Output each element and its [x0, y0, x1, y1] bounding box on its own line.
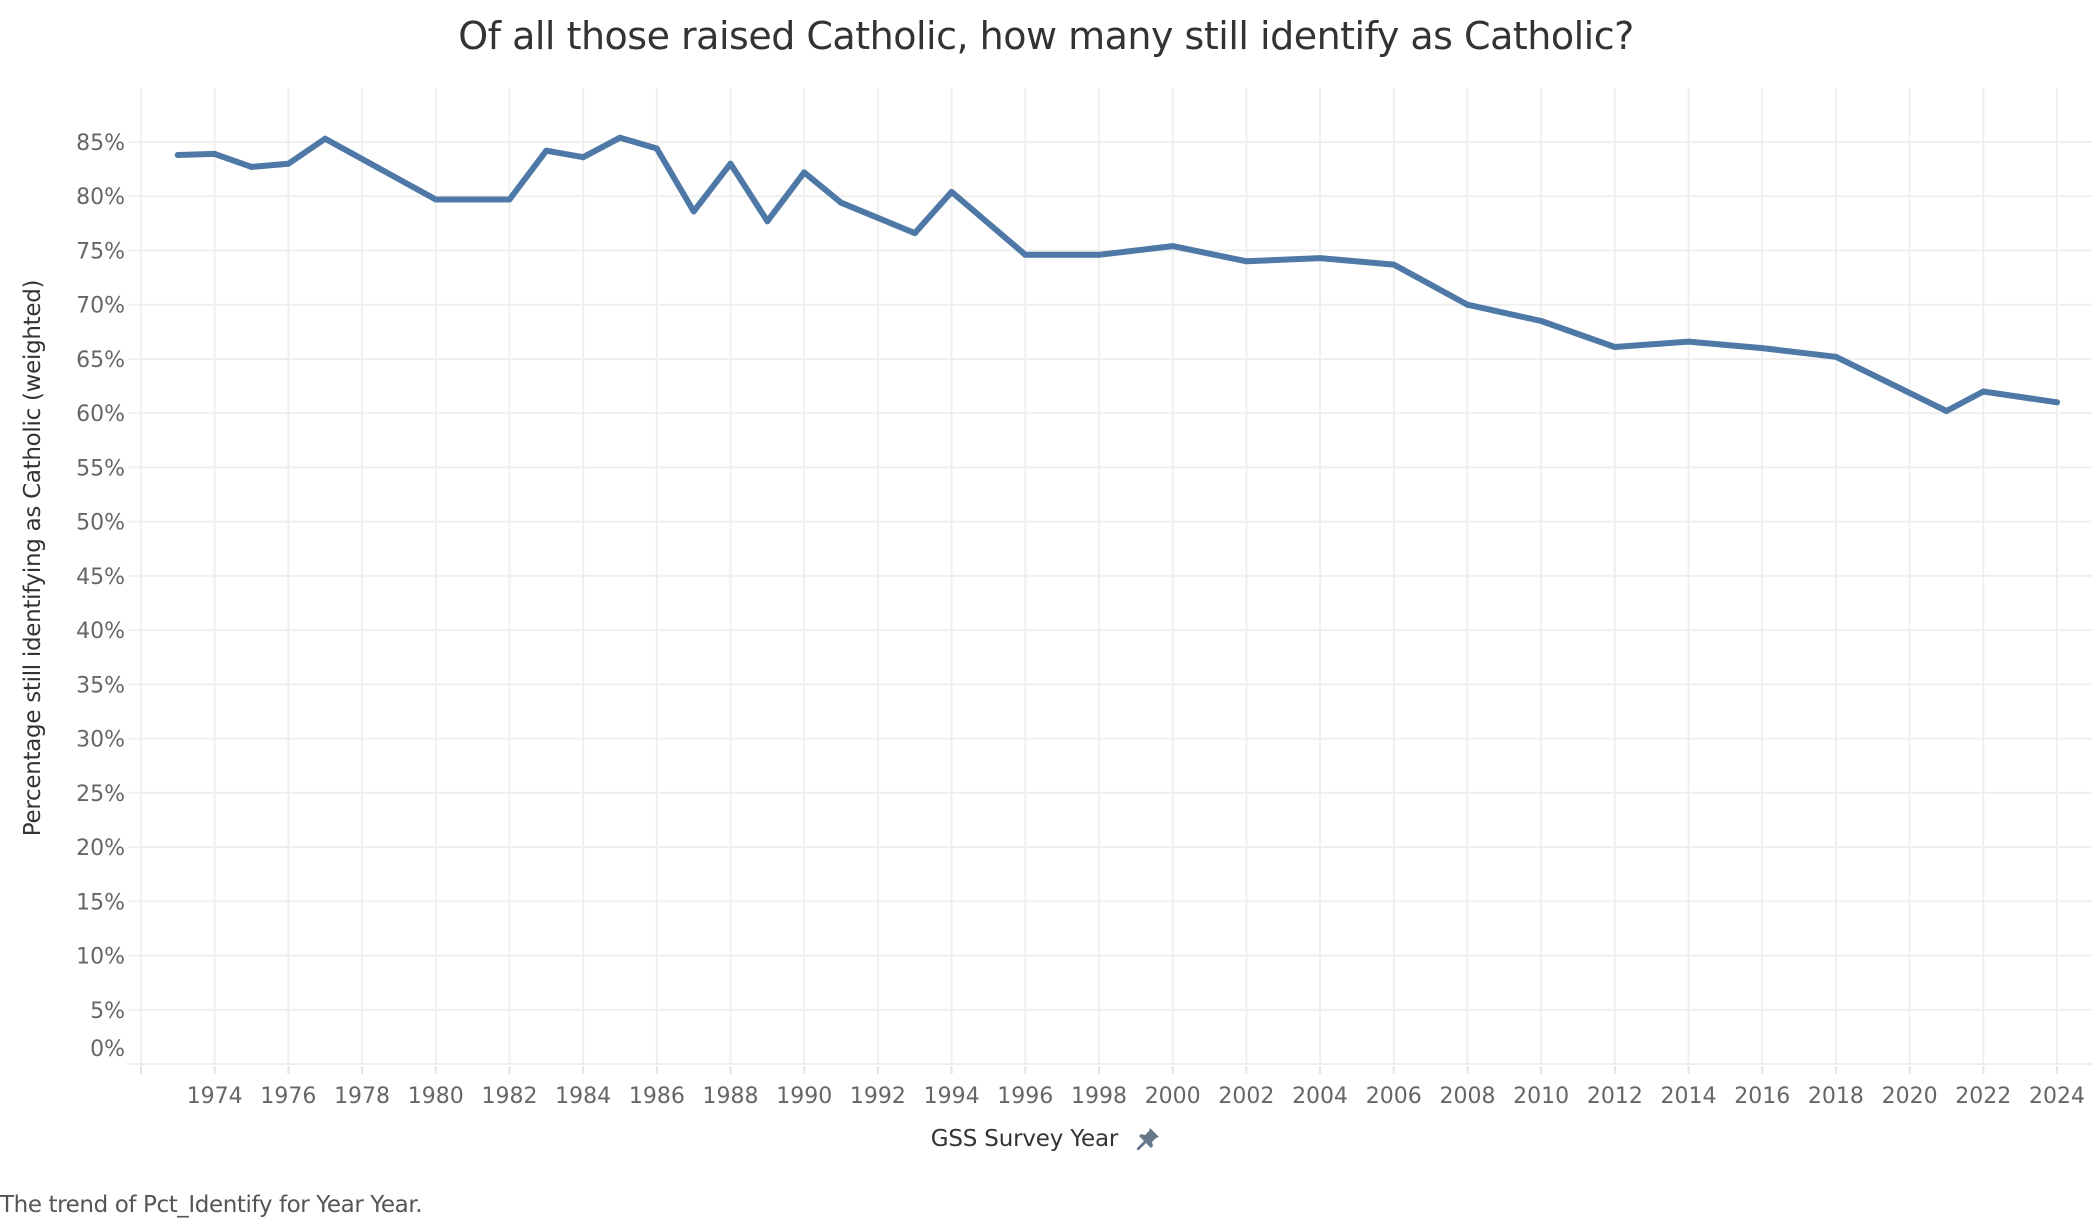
- y-tick-label: 85%: [76, 131, 125, 156]
- y-tick-label: 70%: [76, 294, 125, 319]
- x-tick-label: 2008: [1439, 1084, 1495, 1109]
- data-point[interactable]: [1317, 255, 1324, 262]
- data-point[interactable]: [1464, 301, 1471, 308]
- x-axis-title-group: GSS Survey Year: [0, 1126, 2092, 1152]
- series-layer: [174, 134, 2060, 414]
- pin-icon[interactable]: [1135, 1126, 1161, 1152]
- series-line[interactable]: [174, 134, 2060, 414]
- data-point[interactable]: [1980, 388, 1987, 395]
- y-tick-label: 65%: [76, 348, 125, 373]
- y-tick-label: 5%: [90, 999, 125, 1024]
- x-tick-label: 2002: [1218, 1084, 1274, 1109]
- x-axis-tick-labels: 1974 1976 1978 1980 1982 1984 1986 1988 1990 1992…: [140, 1066, 2085, 1109]
- x-tick-label: 1990: [776, 1084, 832, 1109]
- chart-title: Of all those raised Catholic, how many s…: [458, 14, 1634, 58]
- data-point[interactable]: [322, 135, 329, 142]
- x-tick-label: 1992: [850, 1084, 906, 1109]
- x-tick-label: 2012: [1587, 1084, 1643, 1109]
- horizontal-gridlines: [129, 141, 2092, 1065]
- vertical-gridlines: [140, 88, 2058, 1074]
- x-tick-label: 1994: [924, 1084, 980, 1109]
- y-tick-label: 45%: [76, 565, 125, 590]
- data-point[interactable]: [1538, 318, 1545, 324]
- y-tick-label: 55%: [76, 456, 125, 481]
- x-tick-label: 2014: [1661, 1084, 1717, 1109]
- x-tick-label: 1986: [629, 1084, 685, 1109]
- data-point[interactable]: [2054, 399, 2060, 406]
- data-point[interactable]: [1096, 251, 1102, 258]
- data-point[interactable]: [838, 199, 845, 206]
- y-tick-label: 60%: [76, 402, 125, 427]
- data-point[interactable]: [911, 230, 918, 237]
- data-point[interactable]: [1169, 243, 1176, 250]
- x-tick-label: 1982: [481, 1084, 537, 1109]
- data-point[interactable]: [248, 163, 255, 170]
- x-tick-label: 1974: [187, 1084, 243, 1109]
- data-point[interactable]: [690, 208, 697, 215]
- data-point[interactable]: [1832, 353, 1839, 360]
- y-tick-label: 10%: [76, 945, 125, 970]
- data-point[interactable]: [506, 196, 513, 203]
- data-point[interactable]: [948, 188, 955, 195]
- x-tick-label: 2018: [1808, 1084, 1864, 1109]
- y-tick-label: 15%: [76, 890, 125, 915]
- data-point[interactable]: [285, 160, 292, 167]
- data-point[interactable]: [432, 196, 439, 203]
- y-axis-title: Percentage still identifying as Catholic…: [20, 279, 46, 837]
- y-tick-label: 80%: [76, 185, 125, 210]
- y-tick-label: 0%: [90, 1037, 125, 1062]
- x-tick-label: 2016: [1734, 1084, 1790, 1109]
- data-point[interactable]: [543, 147, 550, 154]
- y-tick-label: 75%: [76, 239, 125, 264]
- x-tick-label: 2020: [1882, 1084, 1938, 1109]
- data-point[interactable]: [1390, 261, 1397, 268]
- data-point[interactable]: [801, 169, 808, 176]
- data-point[interactable]: [1611, 344, 1618, 350]
- x-tick-label: 1996: [997, 1084, 1053, 1109]
- y-tick-label: 20%: [76, 836, 125, 861]
- y-tick-label: 50%: [76, 511, 125, 536]
- y-tick-label: 25%: [76, 782, 125, 807]
- x-tick-label: 1984: [555, 1084, 611, 1109]
- x-tick-label: 2024: [2029, 1084, 2085, 1109]
- data-point[interactable]: [1759, 345, 1766, 352]
- y-tick-label: 30%: [76, 728, 125, 753]
- x-tick-label: 1998: [1071, 1084, 1127, 1109]
- data-point[interactable]: [1022, 251, 1029, 258]
- y-axis-tick-labels: 0% 5% 10% 15% 20% 25% 30% 35% 40% 45% 50% 55% 60% 65%…: [76, 131, 125, 1062]
- x-tick-label: 1980: [408, 1084, 464, 1109]
- data-point[interactable]: [1943, 408, 1950, 414]
- data-point[interactable]: [727, 160, 734, 167]
- x-tick-label: 2004: [1292, 1084, 1348, 1109]
- x-tick-label: 1976: [260, 1084, 316, 1109]
- x-axis-title[interactable]: GSS Survey Year: [930, 1126, 1119, 1152]
- x-tick-label: 1988: [703, 1084, 759, 1109]
- data-point[interactable]: [617, 134, 623, 141]
- x-tick-label: 2022: [1955, 1084, 2011, 1109]
- data-point[interactable]: [653, 145, 660, 152]
- x-tick-label: 1978: [334, 1084, 390, 1109]
- data-point[interactable]: [764, 218, 771, 225]
- x-tick-label: 2006: [1366, 1084, 1422, 1109]
- data-point[interactable]: [1685, 338, 1692, 345]
- x-tick-label: 2010: [1513, 1084, 1569, 1109]
- x-tick-label: 2000: [1145, 1084, 1201, 1109]
- y-tick-label: 40%: [76, 619, 125, 644]
- y-tick-label: 35%: [76, 673, 125, 698]
- data-point[interactable]: [580, 154, 587, 161]
- data-point[interactable]: [211, 150, 218, 157]
- chart-caption: The trend of Pct_Identify for Year Year.: [0, 1192, 423, 1218]
- data-point[interactable]: [1243, 258, 1250, 265]
- data-point[interactable]: [174, 152, 181, 158]
